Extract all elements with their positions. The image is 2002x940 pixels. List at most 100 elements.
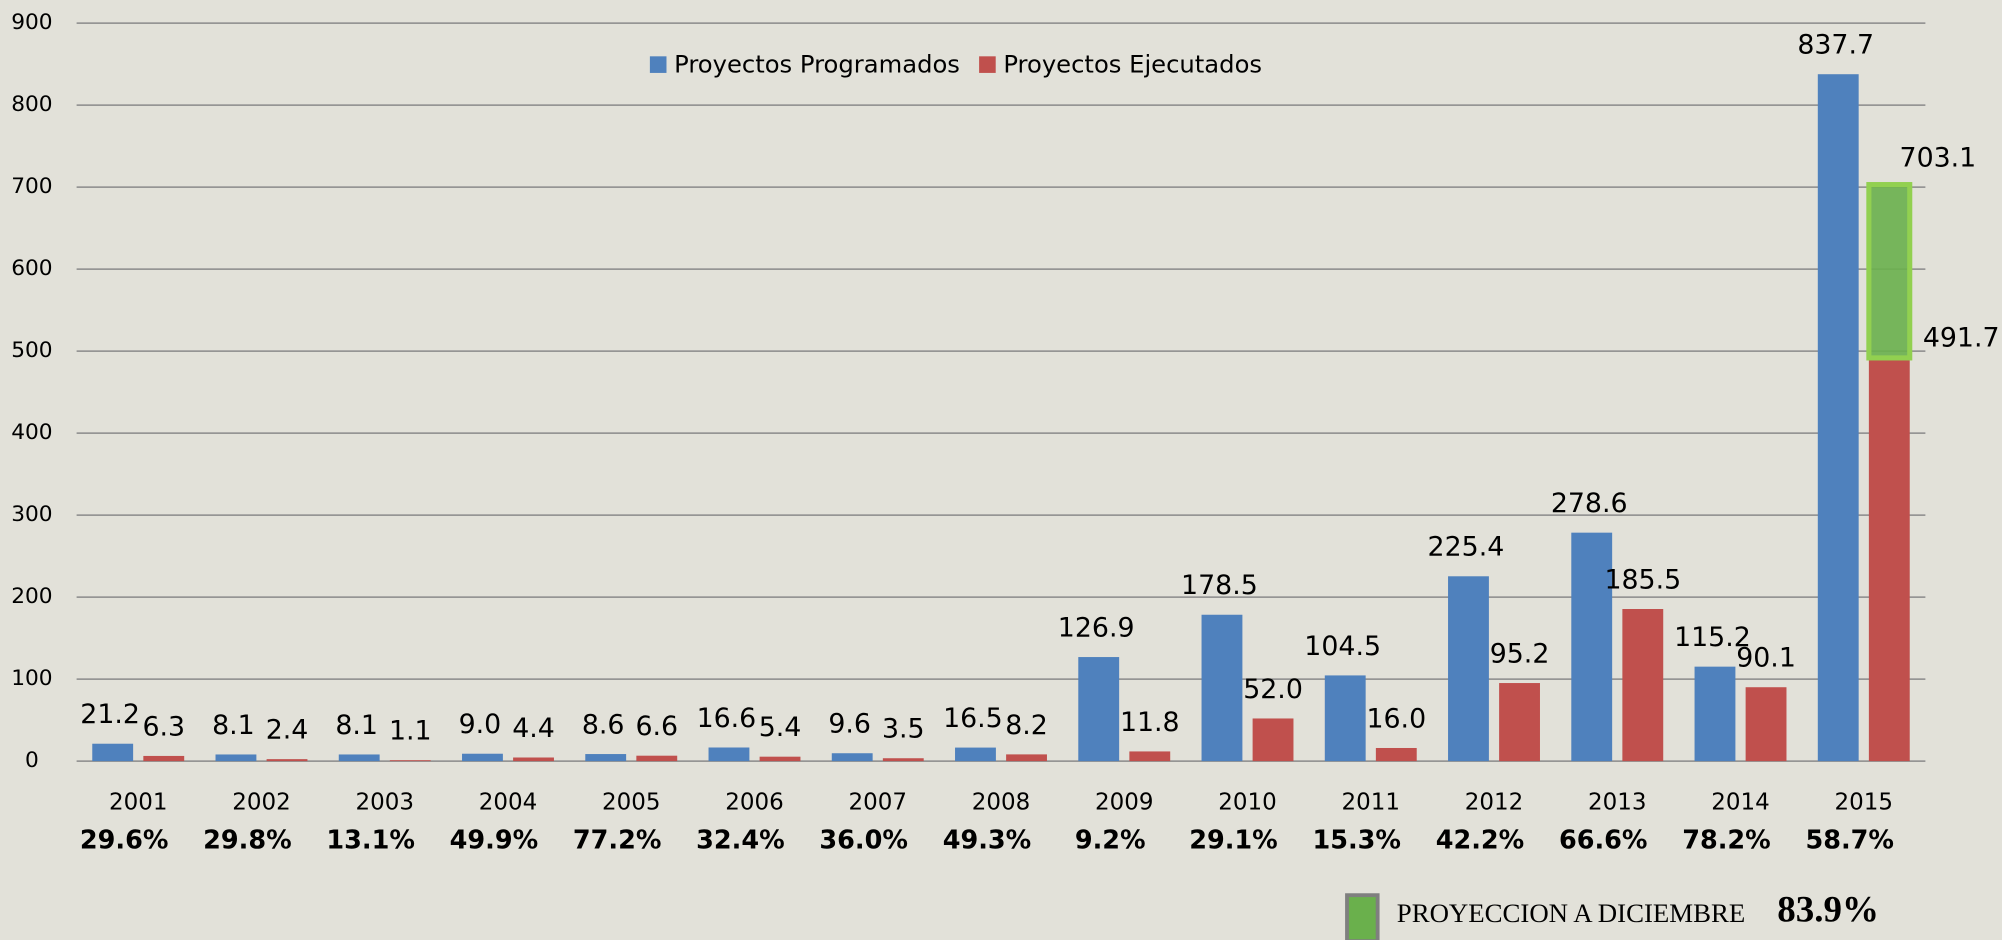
data-label: 115.2 [1674,622,1751,653]
y-tick-label: 700 [11,174,52,199]
execution-rate: 49.9% [450,826,539,856]
bar [1571,532,1613,762]
bar [1868,357,1910,762]
x-tick-label: 2004 [479,790,537,816]
execution-rate: 36.0% [819,826,908,856]
bar [389,760,431,762]
y-tick-label: 500 [11,338,52,363]
bar [636,755,678,762]
data-label: 1.1 [389,716,432,747]
bar [462,753,503,762]
x-tick-label: 2012 [1465,790,1523,816]
legend-swatch [649,56,667,73]
projection-bar [1866,182,1913,361]
x-tick-label: 2011 [1342,790,1400,816]
execution-rate: 29.1% [1189,826,1278,856]
legend-label: Proyectos Ejecutados [1003,49,1262,78]
x-tick-label: 2002 [232,790,290,816]
x-tick-label: 2010 [1218,790,1276,816]
x-tick-label: 2001 [109,790,167,816]
data-label: 4.4 [512,713,555,744]
bar [143,755,185,762]
data-label: 178.5 [1181,570,1258,601]
data-label: 11.8 [1120,707,1180,738]
data-label: 95.2 [1490,638,1550,669]
projection-legend-swatch [1345,893,1380,940]
data-label: 5.4 [759,712,802,743]
x-tick-label: 2007 [849,790,907,816]
data-label: 8.6 [582,709,625,740]
execution-rate: 29.6% [80,826,169,856]
projection-legend-label: PROYECCION A DICIEMBRE [1397,898,1745,928]
y-tick-label: 900 [11,10,52,35]
bar [1448,576,1489,762]
data-label: 491.7 [1923,322,2000,353]
bar [92,743,134,762]
data-label: 8.2 [1005,710,1048,741]
y-tick-label: 400 [11,420,52,445]
execution-rate: 9.2% [1075,826,1146,856]
data-label: 9.6 [828,709,871,740]
legend-label: Proyectos Programados [674,49,960,78]
execution-rate: 58.7% [1805,826,1894,856]
bar [585,754,627,762]
data-label: 90.1 [1736,643,1796,674]
bar [1006,754,1047,762]
bar [215,754,257,762]
x-tick-label: 2015 [1835,790,1893,816]
execution-rate: 32.4% [696,826,785,856]
data-label: 104.5 [1304,631,1381,662]
execution-rate: 15.3% [1312,826,1401,856]
data-label: 9.0 [459,709,502,740]
bar [1745,687,1787,762]
data-label: 185.5 [1604,564,1681,595]
execution-rate: 49.3% [943,826,1032,856]
y-tick-label: 300 [11,502,52,527]
data-label: 225.4 [1428,532,1505,563]
x-tick-label: 2009 [1095,790,1153,816]
data-label: 6.6 [635,711,678,742]
bar [1078,657,1120,762]
bar [955,747,996,762]
x-tick-label: 2013 [1588,790,1646,816]
bar [1694,666,1736,762]
bar [1817,74,1859,762]
y-tick-label: 800 [11,92,52,117]
execution-rate: 78.2% [1682,826,1771,856]
y-tick-label: 100 [11,666,52,691]
data-label: 2.4 [266,715,309,746]
bar [1252,718,1294,762]
x-tick-label: 2006 [725,790,783,816]
data-label: 52.0 [1243,674,1303,705]
y-tick-label: 0 [25,748,39,773]
data-label: 837.7 [1797,30,1874,61]
execution-rate: 66.6% [1559,826,1648,856]
projection-label: 703.1 [1900,143,1977,174]
x-tick-label: 2003 [356,790,414,816]
y-tick-label: 200 [11,584,52,609]
bar [1622,609,1664,762]
x-tick-label: 2008 [972,790,1030,816]
bar [1324,675,1366,762]
projection-legend-rate: 83.9% [1777,890,1879,931]
execution-rate: 13.1% [326,826,415,856]
data-label: 6.3 [142,711,185,742]
bar [708,747,750,762]
bar [338,754,380,762]
bar [1499,683,1540,762]
bar [266,759,308,762]
execution-rate: 29.8% [203,826,292,856]
y-tick-label: 600 [11,256,52,281]
bar [1375,747,1417,762]
bar [1129,751,1171,762]
execution-rate: 77.2% [573,826,662,856]
bar [759,756,801,762]
legend-swatch [979,56,996,73]
x-tick-label: 2005 [602,790,660,816]
data-label: 21.2 [80,699,140,730]
data-label: 16.6 [697,703,757,734]
data-label: 126.9 [1058,612,1135,643]
data-label: 16.5 [943,703,1003,734]
data-label: 8.1 [335,710,378,741]
